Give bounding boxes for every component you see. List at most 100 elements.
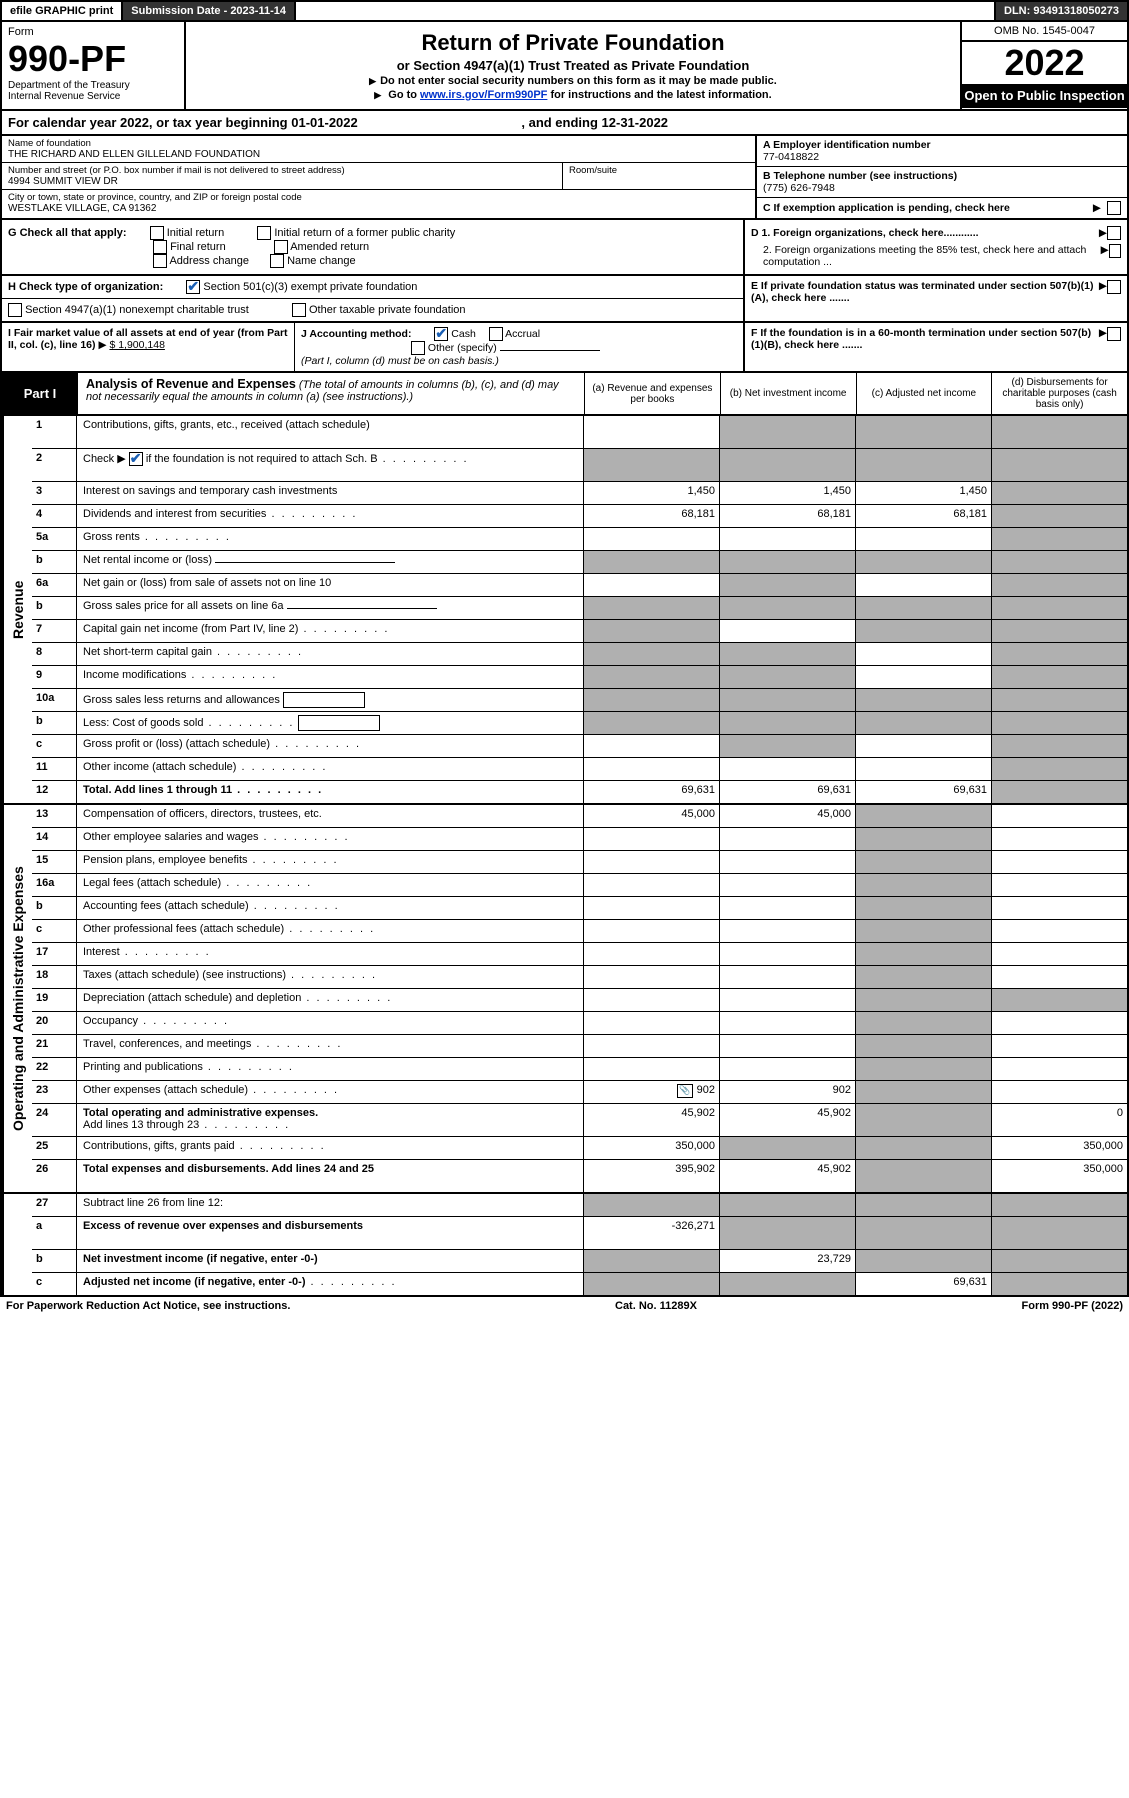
foundation-city: WESTLAKE VILLAGE, CA 91362 [8,203,749,214]
efile-print-button[interactable]: efile GRAPHIC print [2,2,123,20]
line-8: 8 Net short-term capital gain [32,643,1127,666]
line-16c: c Other professional fees (attach schedu… [32,920,1127,943]
col-d-head: (d) Disbursements for charitable purpose… [992,373,1127,414]
top-bar: efile GRAPHIC print Submission Date - 20… [0,0,1129,22]
note-ssn: Do not enter social security numbers on … [192,75,954,87]
irs-link[interactable]: www.irs.gov/Form990PF [420,89,547,101]
d2-label: 2. Foreign organizations meeting the 85%… [763,244,1101,268]
line-6b: b Gross sales price for all assets on li… [32,597,1127,620]
form-word: Form [8,26,178,38]
c-checkbox[interactable] [1107,201,1121,215]
line-27a: a Excess of revenue over expenses and di… [32,1217,1127,1250]
i-amount: $ 1,900,148 [109,339,164,351]
line-5a: 5a Gross rents [32,528,1127,551]
part1-label: Part I [2,373,78,414]
h-501c3-cb[interactable] [186,280,200,294]
j-note: (Part I, column (d) must be on cash basi… [301,355,499,367]
line-16b: b Accounting fees (attach schedule) [32,897,1127,920]
city-label: City or town, state or province, country… [8,192,749,203]
g-d-row: G Check all that apply: Initial return I… [0,220,1129,276]
initial-former-cb[interactable] [257,226,271,240]
line-13: 13 Compensation of officers, directors, … [32,805,1127,828]
calendar-year-row: For calendar year 2022, or tax year begi… [0,111,1129,136]
entity-block: Name of foundation THE RICHARD AND ELLEN… [0,136,1129,220]
g-lead: G Check all that apply: [8,227,127,239]
f-checkbox[interactable] [1107,327,1121,341]
final-return-cb[interactable] [153,240,167,254]
d1-checkbox[interactable] [1107,226,1121,240]
line-6a: 6a Net gain or (loss) from sale of asset… [32,574,1127,597]
line-15: 15 Pension plans, employee benefits [32,851,1127,874]
line-26: 26 Total expenses and disbursements. Add… [32,1160,1127,1192]
part1-header: Part I Analysis of Revenue and Expenses … [0,373,1129,416]
revenue-tab: Revenue [2,416,32,803]
f-label: F If the foundation is in a 60-month ter… [751,327,1099,351]
line-10a: 10a Gross sales less returns and allowan… [32,689,1127,712]
line-19: 19 Depreciation (attach schedule) and de… [32,989,1127,1012]
line-27c: c Adjusted net income (if negative, ente… [32,1273,1127,1295]
line-10c: c Gross profit or (loss) (attach schedul… [32,735,1127,758]
h-lead: H Check type of organization: [8,281,163,293]
line-1: 1 Contributions, gifts, grants, etc., re… [32,416,1127,449]
phone-value: (775) 626-7948 [763,182,1121,194]
line-27: 27 Subtract line 26 from line 12: [32,1194,1127,1217]
part1-title: Analysis of Revenue and Expenses (The to… [78,373,585,414]
name-label: Name of foundation [8,138,749,149]
dept-treasury: Department of the Treasury [8,80,178,91]
j-other-cb[interactable] [411,341,425,355]
schb-checkbox[interactable] [129,452,143,466]
j-accrual-cb[interactable] [489,327,503,341]
omb-number: OMB No. 1545-0047 [962,22,1127,42]
phone-label: B Telephone number (see instructions) [763,170,1121,182]
form-title: Return of Private Foundation [192,30,954,56]
line-18: 18 Taxes (attach schedule) (see instruct… [32,966,1127,989]
line-4: 4 Dividends and interest from securities… [32,505,1127,528]
ein-value: 77-0418822 [763,151,1121,163]
footer-cat: Cat. No. 11289X [615,1300,697,1312]
footer-left: For Paperwork Reduction Act Notice, see … [6,1300,290,1312]
line-3: 3 Interest on savings and temporary cash… [32,482,1127,505]
amended-cb[interactable] [274,240,288,254]
line-16a: 16a Legal fees (attach schedule) [32,874,1127,897]
footer-form: Form 990-PF (2022) [1022,1300,1123,1312]
foundation-name: THE RICHARD AND ELLEN GILLELAND FOUNDATI… [8,149,749,160]
j-lead: J Accounting method: [301,328,411,340]
line-9: 9 Income modifications [32,666,1127,689]
form-number: 990-PF [8,38,178,80]
note-link: Go to www.irs.gov/Form990PF for instruct… [192,89,954,101]
h-4947-cb[interactable] [8,303,22,317]
form-id-block: Form 990-PF Department of the Treasury I… [2,22,186,109]
line27-grid: 27 Subtract line 26 from line 12: a Exce… [0,1194,1129,1297]
ein-label: A Employer identification number [763,139,1121,151]
page-footer: For Paperwork Reduction Act Notice, see … [0,1297,1129,1315]
form-title-block: Return of Private Foundation or Section … [186,22,960,109]
col-b-head: (b) Net investment income [721,373,857,414]
e-checkbox[interactable] [1107,280,1121,294]
col-a-head: (a) Revenue and expenses per books [585,373,721,414]
addr-change-cb[interactable] [153,254,167,268]
line-17: 17 Interest [32,943,1127,966]
line-12: 12 Total. Add lines 1 through 11 69,6316… [32,781,1127,803]
h-other-cb[interactable] [292,303,306,317]
room-label: Room/suite [569,165,749,176]
line-7: 7 Capital gain net income (from Part IV,… [32,620,1127,643]
initial-return-cb[interactable] [150,226,164,240]
line-24: 24 Total operating and administrative ex… [32,1104,1127,1137]
revenue-grid: Revenue 1 Contributions, gifts, grants, … [0,416,1129,805]
foundation-address: 4994 SUMMIT VIEW DR [8,176,556,187]
line-11: 11 Other income (attach schedule) [32,758,1127,781]
line-27b: b Net investment income (if negative, en… [32,1250,1127,1273]
line-23: 23 Other expenses (attach schedule) 📎902… [32,1081,1127,1104]
c-label: C If exemption application is pending, c… [763,202,1010,214]
submission-date: Submission Date - 2023-11-14 [123,2,296,20]
i-j-f-row: I Fair market value of all assets at end… [0,323,1129,373]
line-22: 22 Printing and publications [32,1058,1127,1081]
j-cash-cb[interactable] [434,327,448,341]
line-14: 14 Other employee salaries and wages [32,828,1127,851]
dln: DLN: 93491318050273 [994,2,1127,20]
d2-checkbox[interactable] [1109,244,1121,258]
line-25: 25 Contributions, gifts, grants paid 350… [32,1137,1127,1160]
d1-label: D 1. Foreign organizations, check here..… [751,227,979,239]
attachment-icon[interactable]: 📎 [677,1084,693,1098]
name-change-cb[interactable] [270,254,284,268]
